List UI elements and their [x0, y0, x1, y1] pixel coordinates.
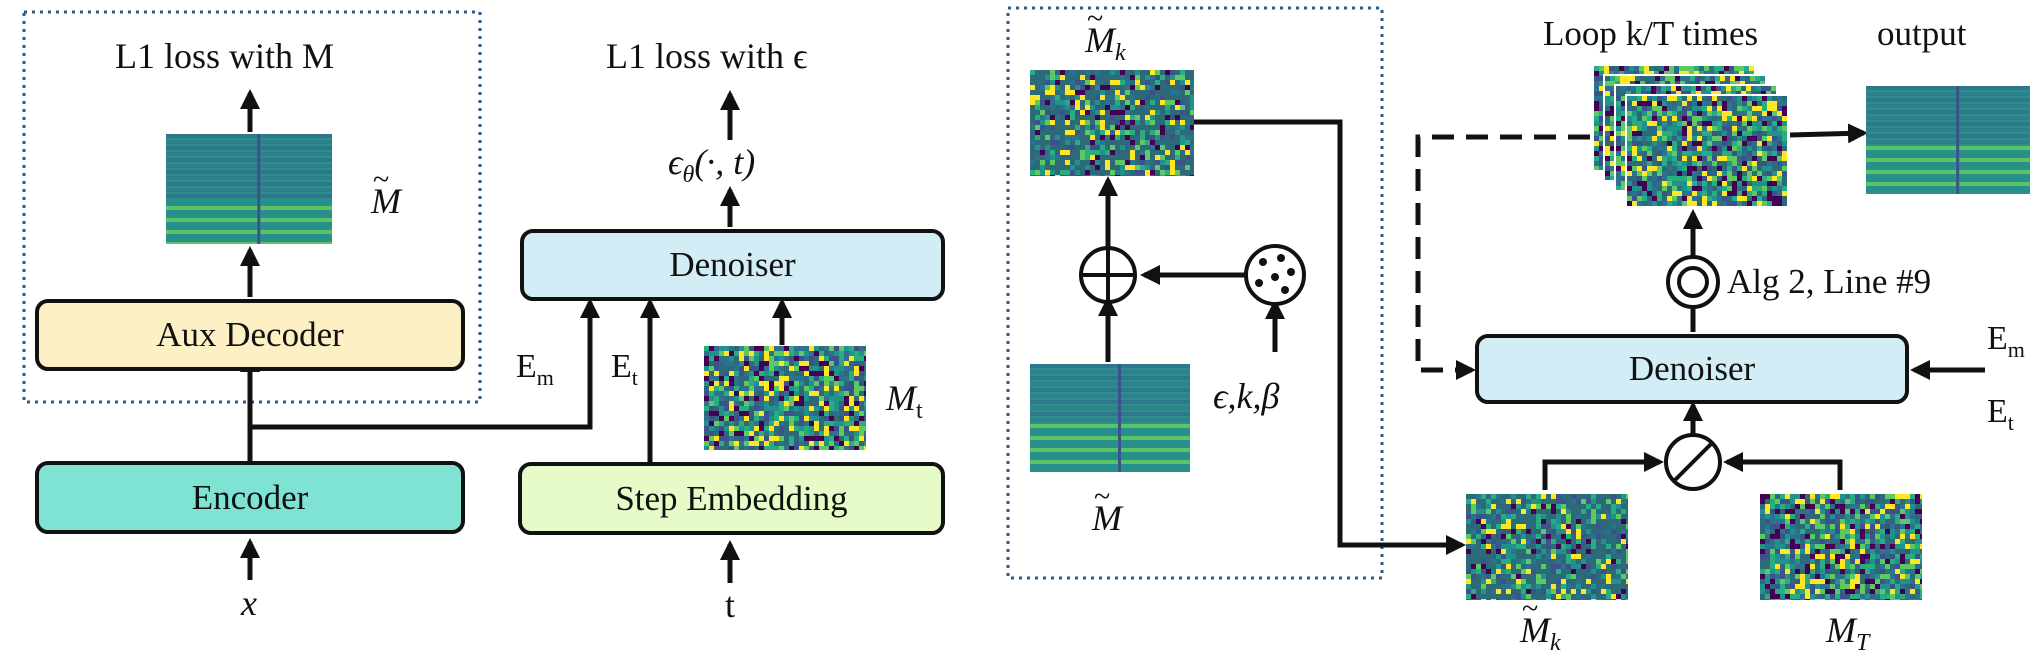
- loop-stack-5: [1625, 94, 1789, 208]
- output-spectrogram: [1866, 86, 2030, 194]
- aux-decoder-label: Aux Decoder: [156, 315, 344, 354]
- mk-tilde-top-label: ~ Mk: [1085, 2, 1126, 67]
- et-label-right: Et: [1987, 393, 2014, 435]
- arrow-mk-slash: [1542, 452, 1664, 490]
- step-embedding-label: Step Embedding: [615, 478, 848, 518]
- noise-sampler-icon: [1244, 244, 1306, 306]
- output-label: output: [1877, 14, 1967, 53]
- arrow-mT-slash: [1723, 452, 1843, 490]
- m-tilde-bottom-label: ~ M: [1092, 480, 1122, 538]
- arrow-loop-dashed: [1415, 134, 1590, 380]
- mt-label: Mt: [886, 378, 923, 425]
- step-embedding-box: Step Embedding: [518, 462, 945, 535]
- m-clean-spectrogram: [1030, 364, 1190, 472]
- eps-k-beta-label: ϵ,k,β: [1213, 376, 1280, 416]
- dotted-frame-right: [1006, 6, 1384, 580]
- x-input-label: x: [241, 583, 257, 623]
- loss-eps-label: L1 loss with ϵ: [606, 36, 808, 76]
- update-step-icon: [1666, 255, 1720, 309]
- division-operator: [1664, 433, 1722, 491]
- aux-decoder-box: Aux Decoder: [35, 299, 465, 371]
- m-tilde-label: ~ M: [371, 163, 401, 221]
- mk-noisy-spectrogram: [1030, 70, 1194, 176]
- mk-bottom-spectrogram: [1466, 494, 1628, 600]
- denoiser-box-left: Denoiser: [520, 229, 945, 301]
- denoiser-label-left: Denoiser: [669, 245, 796, 284]
- encoder-box: Encoder: [35, 461, 465, 534]
- noisy-mt-spectrogram: [704, 346, 866, 450]
- arrow-mk-to-bottom: [1194, 119, 1466, 555]
- mT-spectrogram: [1760, 494, 1922, 600]
- encoder-label: Encoder: [191, 477, 309, 517]
- loss-m-label: L1 loss with M: [115, 36, 335, 76]
- arrow-stack-output: [1789, 123, 1868, 144]
- sum-operator: [1079, 246, 1137, 304]
- alg-label: Alg 2, Line #9: [1727, 262, 1932, 301]
- denoiser-box-right: Denoiser: [1475, 334, 1909, 404]
- denoiser-label-right: Denoiser: [1628, 349, 1756, 388]
- em-label-left: Em: [516, 348, 554, 390]
- arrow-encoder-em: [250, 298, 600, 430]
- et-label-left: Et: [611, 348, 638, 390]
- aux-output-spectrogram: [166, 134, 332, 244]
- em-label-right: Em: [1987, 320, 2025, 362]
- mk-tilde-bottom-label: ~ Mk: [1520, 592, 1561, 657]
- eps-theta-label: ϵθ(·, t): [668, 142, 756, 189]
- t-input-label: t: [725, 585, 736, 625]
- mT-label: MT: [1826, 610, 1870, 657]
- loop-label: Loop k/T times: [1543, 14, 1759, 53]
